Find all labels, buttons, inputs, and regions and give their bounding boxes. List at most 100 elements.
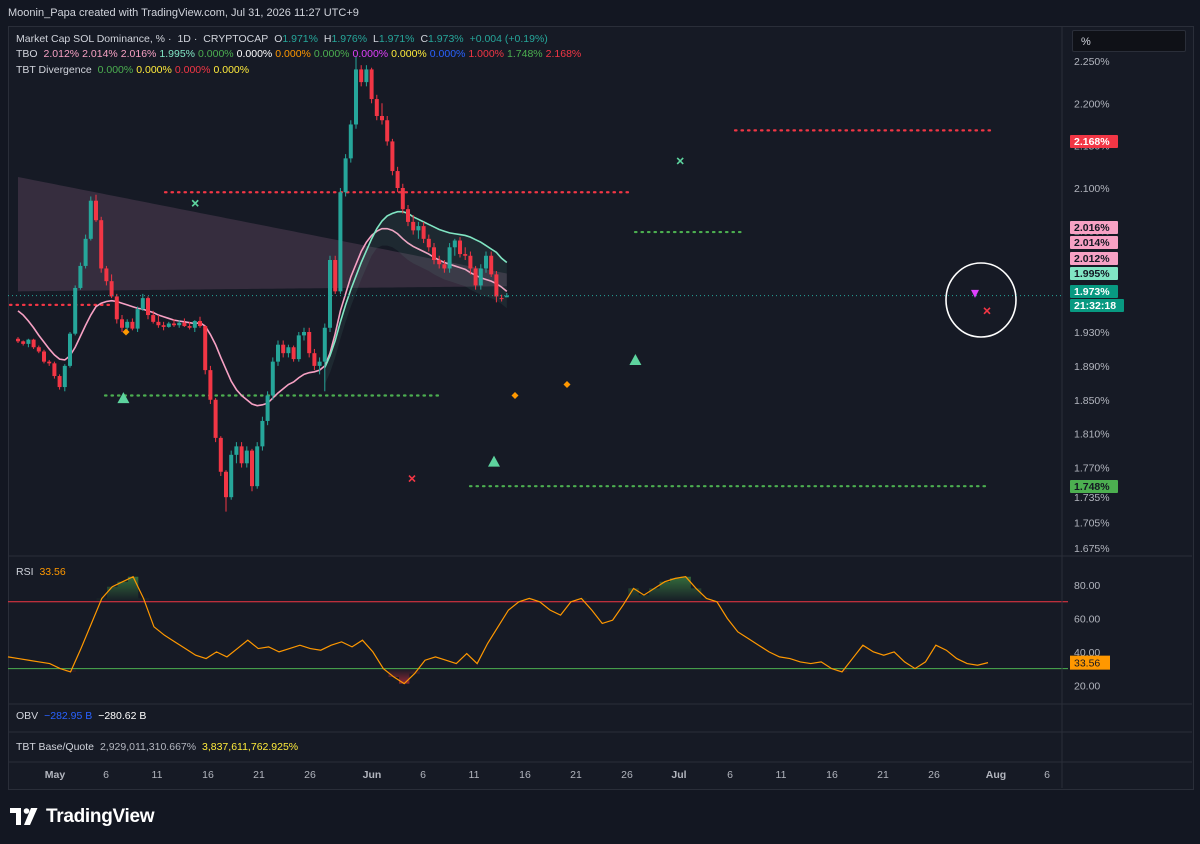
x-tick-2: 11: [152, 769, 163, 781]
tbo-name[interactable]: TBO: [16, 48, 38, 60]
candle-body-24: [140, 298, 145, 310]
candle-body-54: [296, 335, 301, 360]
price-label-0: 2.168%: [1074, 136, 1110, 148]
candle-body-30: [172, 323, 176, 326]
tbo-value-6: 0.000%: [275, 48, 311, 60]
interval[interactable]: 1D: [177, 33, 191, 45]
tbo-value-13: 2.168%: [545, 48, 582, 60]
x-tick-13: 6: [727, 769, 733, 781]
price-scale-unit-selector[interactable]: %: [1072, 30, 1186, 52]
candle-body-48: [265, 395, 270, 421]
candle-body-50: [276, 344, 280, 362]
candle-body-91: [489, 255, 494, 275]
main-legend[interactable]: Market Cap SOL Dominance, % · 1D · CRYPTOC…: [16, 33, 548, 45]
high-value: 1.976%: [331, 33, 368, 45]
x-tick-3: 16: [202, 769, 214, 781]
tbt-base-quote-name[interactable]: TBT Base/Quote: [16, 741, 95, 753]
buy-cross-1: [191, 199, 199, 207]
candle-body-2: [26, 339, 31, 344]
tradingview-wordmark: TradingView: [46, 806, 155, 827]
rsi-current-label-bg: [1070, 655, 1110, 670]
tbo-value-8: 0.000%: [352, 48, 389, 60]
candle-body-19: [114, 296, 119, 320]
candle-body-44: [244, 450, 249, 464]
price-tick-10: 1.735%: [1074, 492, 1110, 504]
price-label-3: 2.012%: [1074, 253, 1110, 265]
candle-body-37: [208, 370, 213, 400]
rsi-legend[interactable]: RSI 33.56: [16, 566, 69, 579]
diamond-1: [122, 328, 130, 336]
candle-body-9: [62, 365, 67, 388]
series-line-1: [324, 210, 508, 368]
candle-body-82: [442, 264, 447, 269]
candle-body-83: [447, 247, 452, 269]
price-label-7: 1.748%: [1074, 481, 1110, 493]
symbol-title[interactable]: Market Cap SOL Dominance, %: [16, 33, 166, 45]
x-tick-16: 21: [877, 769, 889, 781]
candle-body-75: [406, 209, 410, 222]
x-tick-14: 11: [776, 769, 787, 781]
candle-body-0: [16, 338, 20, 342]
candle-body-11: [73, 287, 78, 334]
candle-body-38: [213, 399, 218, 438]
candle-body-86: [463, 254, 468, 256]
tradingview-logo[interactable]: TradingView: [10, 806, 155, 828]
obv-name[interactable]: OBV: [16, 710, 39, 722]
tbo-value-1: 2.014%: [82, 48, 118, 60]
chart-panel[interactable]: [8, 26, 1194, 790]
candle-body-47: [260, 420, 265, 447]
candle-body-46: [255, 446, 260, 487]
candle-body-18: [109, 281, 114, 297]
candle-body-77: [416, 226, 421, 231]
rsi-name[interactable]: RSI: [16, 566, 34, 578]
buy-triangle-1: [117, 392, 130, 404]
tbo-legend[interactable]: TBO 2.012% 2.014% 2.016% 1.995% 0.000% 0.000%…: [16, 48, 584, 61]
candle-body-42: [234, 446, 239, 455]
candle-body-94: [504, 295, 509, 298]
price-label-1: 2.016%: [1074, 222, 1110, 234]
candle-body-23: [135, 309, 140, 329]
candle-body-1: [21, 341, 26, 344]
tbo-value-2: 2.016%: [120, 48, 157, 60]
candle-body-59: [322, 327, 327, 362]
tbt-base-quote-legend[interactable]: TBT Base/Quote 2,929,011,310.667% 3,837,…: [16, 741, 301, 754]
obv-value-1: −282.95 B: [44, 710, 93, 722]
candle-body-10: [68, 333, 72, 366]
close-label: C: [420, 33, 429, 45]
tbt-base-quote-value-1: 2,929,011,310.667%: [99, 741, 197, 753]
created-by-header: Moonin_Papa created with TradingView.com…: [8, 7, 359, 19]
price-label-6: 21:32:18: [1074, 300, 1116, 312]
candle-body-80: [432, 247, 436, 260]
rsi-oversold-fill: [65, 668, 848, 684]
x-tick-18: Aug: [986, 769, 1006, 781]
candle-body-85: [458, 240, 462, 255]
obv-legend[interactable]: OBV −282.95 B −280.62 B: [16, 710, 149, 723]
candle-body-52: [286, 347, 291, 354]
tbt-divergence-value-0: 0.000%: [97, 64, 134, 76]
teal-cloud: [324, 211, 507, 385]
candle-body-55: [302, 332, 306, 336]
candle-body-63: [343, 158, 348, 193]
tbt-divergence-value-1: 0.000%: [136, 64, 172, 76]
candle-body-3: [31, 339, 36, 348]
close-value: 1.973%: [428, 33, 464, 45]
candle-body-57: [312, 353, 317, 366]
price-label-bg-7: [1070, 480, 1118, 493]
candle-body-67: [364, 69, 369, 83]
cloud-band: [18, 176, 507, 292]
candle-body-72: [390, 141, 395, 172]
tbt-divergence-name[interactable]: TBT Divergence: [16, 64, 92, 76]
candle-body-49: [270, 361, 275, 396]
candle-body-53: [291, 347, 296, 360]
diamond-3: [563, 381, 571, 389]
candle-body-16: [99, 220, 104, 269]
candle-body-79: [426, 238, 431, 248]
tbt-divergence-legend[interactable]: TBT Divergence 0.000% 0.000% 0.000% 0.000%: [16, 64, 252, 77]
price-label-bg-4: [1070, 267, 1118, 280]
candle-body-41: [229, 454, 234, 498]
candle-body-5: [42, 351, 46, 362]
candle-body-35: [198, 320, 202, 327]
buy-triangle-3: [629, 353, 642, 365]
price-label-5: 1.973%: [1074, 286, 1110, 298]
